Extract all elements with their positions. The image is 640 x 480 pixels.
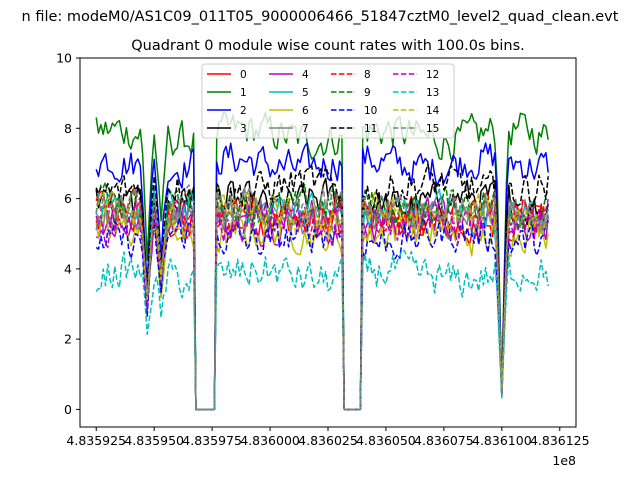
legend-label-15: 15	[426, 123, 439, 135]
series-line-14	[96, 190, 549, 411]
series-line-2	[95, 142, 549, 411]
y-tick-label: 0	[64, 402, 72, 417]
x-tick-label: 4.835950	[124, 433, 184, 448]
series-line-1	[95, 111, 549, 411]
series-line-12	[95, 199, 549, 411]
series-line-13	[95, 249, 549, 411]
x-axis: 4.8359254.8359504.8359754.8360004.836025…	[66, 427, 590, 448]
series-line-8	[95, 188, 549, 411]
legend-label-0: 0	[240, 69, 247, 81]
x-tick-label: 4.836000	[240, 433, 300, 448]
x-tick-label: 4.836075	[414, 433, 474, 448]
series-line-15	[95, 184, 549, 411]
legend-label-10: 10	[364, 105, 377, 117]
figure-suptitle: n file: modeM0/AS1C09_011T05_9000006466_…	[22, 9, 619, 25]
y-axis: 0 2 4 6 8 10	[56, 51, 80, 417]
legend-label-6: 6	[302, 105, 309, 117]
legend-label-7: 7	[302, 123, 309, 135]
x-tick-label: 4.836025	[298, 433, 358, 448]
legend-label-12: 12	[426, 69, 439, 81]
legend-label-14: 14	[426, 105, 440, 117]
series-line-10	[95, 216, 549, 411]
y-tick-label: 6	[64, 191, 72, 206]
series-line-11	[95, 163, 549, 411]
legend-box	[201, 63, 455, 139]
legend-label-13: 13	[426, 87, 439, 99]
legend-label-8: 8	[364, 69, 371, 81]
series-line-9	[95, 181, 549, 411]
y-tick-label: 4	[64, 261, 72, 276]
x-tick-label: 4.836100	[472, 433, 532, 448]
legend-label-3: 3	[240, 123, 247, 135]
legend-label-5: 5	[302, 87, 309, 99]
legend-label-4: 4	[302, 69, 309, 81]
legend-label-11: 11	[364, 123, 377, 135]
x-tick-label: 4.836125	[530, 433, 590, 448]
x-tick-label: 4.835925	[66, 433, 126, 448]
y-tick-label: 2	[64, 332, 72, 347]
y-tick-label: 10	[56, 51, 72, 66]
x-tick-label: 4.836050	[356, 433, 416, 448]
series-layer	[95, 111, 549, 411]
legend-label-1: 1	[240, 87, 247, 99]
y-tick-label: 8	[64, 121, 72, 136]
chart-title: Quadrant 0 module wise count rates with …	[131, 38, 525, 54]
x-offset-label: 1e8	[552, 453, 576, 468]
x-tick-label: 4.835975	[182, 433, 242, 448]
legend-label-2: 2	[240, 105, 247, 117]
legend-label-9: 9	[364, 87, 371, 99]
